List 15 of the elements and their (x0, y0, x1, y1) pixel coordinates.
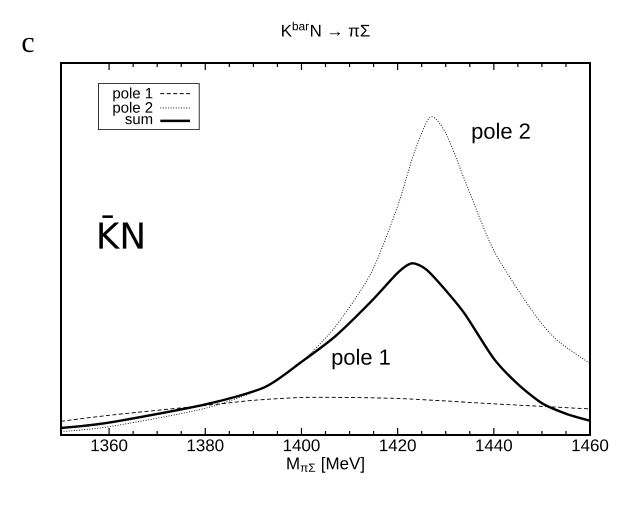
chart-title: K$^{bar}$N → πΣ (282, 22, 370, 37)
legend-label: pole 1 (113, 87, 152, 102)
x-tick-label: 1460 (572, 439, 608, 452)
x-tick-label: 1420 (380, 439, 416, 452)
x-tick-label: 1380 (188, 439, 224, 452)
legend-label: pole 2 (113, 102, 152, 116)
annotation: pole 1 (332, 348, 390, 370)
text: c (22, 38, 34, 52)
annotation: pole 2 (472, 122, 530, 144)
legend-label: sum (125, 116, 152, 124)
annotation: K̄N (99, 215, 143, 249)
x-tick-label: 1400 (284, 439, 320, 452)
x-tick-label: 1360 (92, 439, 128, 452)
x-axis-title: M$_{πΣ}$ [MeV] (287, 456, 364, 473)
x-tick-label: 1440 (476, 439, 512, 452)
